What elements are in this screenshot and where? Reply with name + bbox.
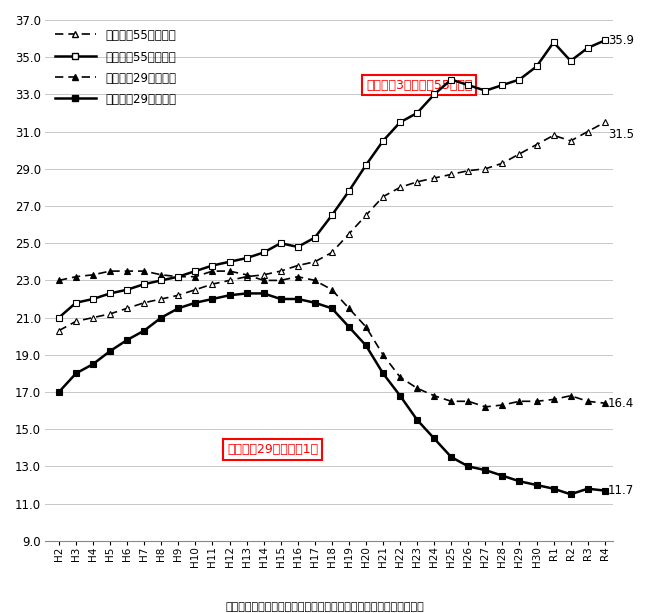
- Text: 建設業：3割以上が55歳以上: 建設業：3割以上が55歳以上: [366, 78, 473, 91]
- Legend: 全産業（55歳以上）, 建設業（55歳以上）, 全産業（29歳以下）, 建設業（29歳以下）: 全産業（55歳以上）, 建設業（55歳以上）, 全産業（29歳以下）, 建設業（…: [51, 26, 180, 110]
- Text: 11.7: 11.7: [608, 484, 634, 497]
- Text: 35.9: 35.9: [608, 34, 634, 47]
- Text: 16.4: 16.4: [608, 397, 634, 409]
- Text: 出典：総務省「労働力調査」（暦年平均）を基に国土交通省で算出: 出典：総務省「労働力調査」（暦年平均）を基に国土交通省で算出: [226, 602, 424, 612]
- Text: 31.5: 31.5: [608, 128, 634, 141]
- Text: 建設業：29歳以下は1割: 建設業：29歳以下は1割: [227, 443, 318, 456]
